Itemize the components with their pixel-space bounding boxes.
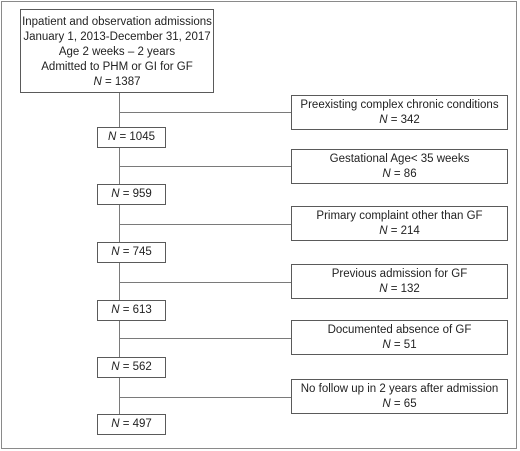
remaining-count-box: N = 562 <box>97 357 166 378</box>
exclusion-connector <box>120 397 291 398</box>
remaining-count-box: N = 613 <box>97 300 166 321</box>
remaining-count-box: N = 1045 <box>97 127 166 148</box>
exclusion-connector <box>120 166 291 167</box>
exclusion-connector <box>120 338 291 339</box>
exclusion-box: Previous admission for GF N = 132 <box>291 264 508 299</box>
exclusion-box: Preexisting complex chronic conditions N… <box>291 95 508 130</box>
exclusion-connector <box>120 224 291 225</box>
exclusion-box: No follow up in 2 years after admission … <box>291 379 508 414</box>
initial-cohort-box: Inpatient and observation admissions Jan… <box>20 9 214 93</box>
cohort-line-2: January 1, 2013-December 31, 2017 <box>23 31 211 43</box>
cohort-line-4: Admitted to PHM or GI for GF <box>41 61 193 73</box>
cohort-line-1: Inpatient and observation admissions <box>22 16 212 28</box>
exclusion-box: Documented absence of GF N = 51 <box>291 320 508 355</box>
exclusion-connector <box>120 112 291 113</box>
remaining-count-box: N = 959 <box>97 184 166 205</box>
final-count-box: N = 497 <box>97 414 166 435</box>
exclusion-connector <box>120 282 291 283</box>
exclusion-box: Gestational Age< 35 weeks N = 86 <box>291 149 508 184</box>
remaining-count-box: N = 745 <box>97 242 166 263</box>
cohort-count: N = 1387 <box>93 76 141 88</box>
cohort-line-3: Age 2 weeks – 2 years <box>58 46 176 58</box>
exclusion-box: Primary complaint other than GF N = 214 <box>291 206 508 241</box>
